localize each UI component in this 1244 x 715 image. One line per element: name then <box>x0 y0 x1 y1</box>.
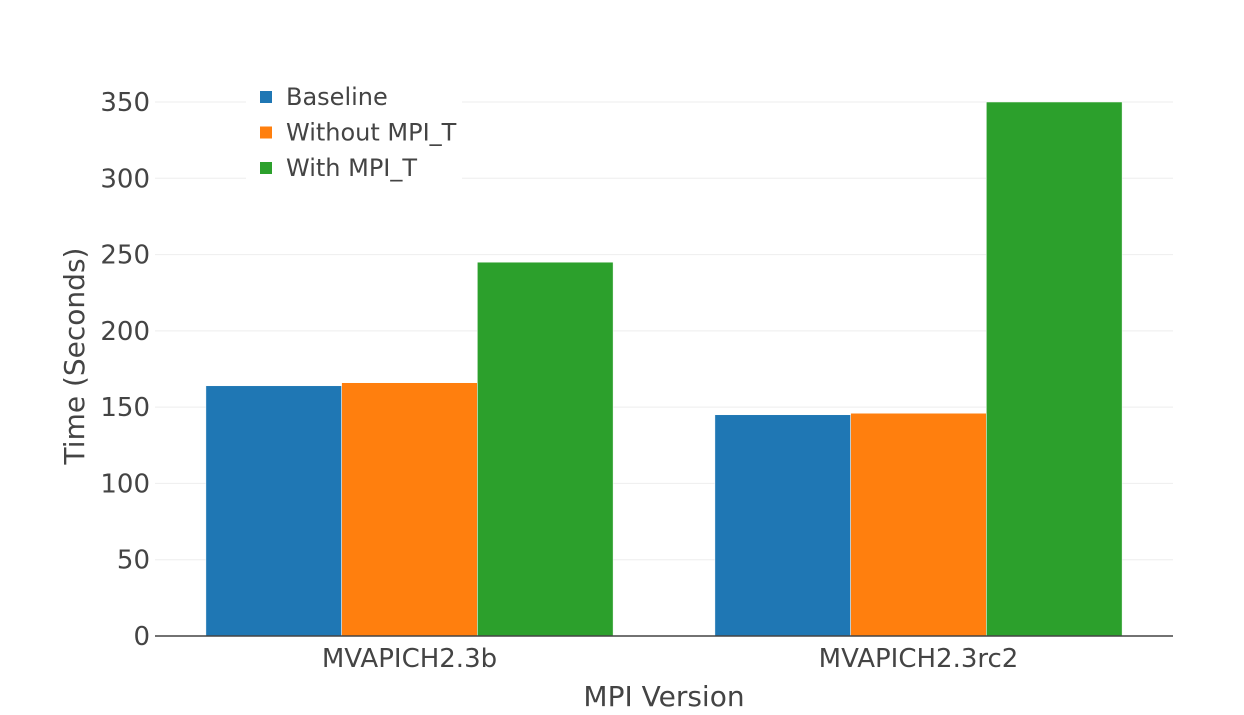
bar-baseline-1 <box>714 414 851 637</box>
bars <box>205 101 1123 637</box>
y-tick-label: 100 <box>100 469 150 499</box>
legend-background <box>246 80 462 184</box>
y-tick-label: 150 <box>100 393 150 423</box>
y-tick-label: 50 <box>117 546 150 576</box>
y-tick-label: 300 <box>100 164 150 194</box>
bar-baseline-0 <box>205 385 342 637</box>
legend: Baseline Without MPI_T With MPI_T <box>246 80 462 184</box>
bar-with-mpi-t-1 <box>986 101 1123 637</box>
bar-without-mpi-t-0 <box>341 382 478 637</box>
x-tick-label: MVAPICH2.3b <box>322 644 497 674</box>
y-tick-label: 0 <box>133 622 150 652</box>
y-tick-label: 250 <box>100 241 150 271</box>
bar-without-mpi-t-1 <box>850 412 987 637</box>
legend-swatch <box>260 91 272 103</box>
y-tick-label: 200 <box>100 317 150 347</box>
legend-swatch <box>260 162 272 174</box>
legend-label: Without MPI_T <box>286 119 457 147</box>
legend-label: With MPI_T <box>286 154 417 182</box>
y-tick-labels: 0 50 100 150 200 250 300 350 <box>100 88 150 652</box>
x-tick-label: MVAPICH2.3rc2 <box>819 644 1019 674</box>
y-tick-label: 350 <box>100 88 150 118</box>
legend-label: Baseline <box>286 83 388 111</box>
legend-swatch <box>260 126 272 139</box>
x-tick-labels: MVAPICH2.3b MVAPICH2.3rc2 <box>322 644 1018 674</box>
bar-with-mpi-t-0 <box>477 261 614 637</box>
x-axis-title: MPI Version <box>583 680 744 713</box>
y-axis-title: Time (Seconds) <box>58 248 91 466</box>
